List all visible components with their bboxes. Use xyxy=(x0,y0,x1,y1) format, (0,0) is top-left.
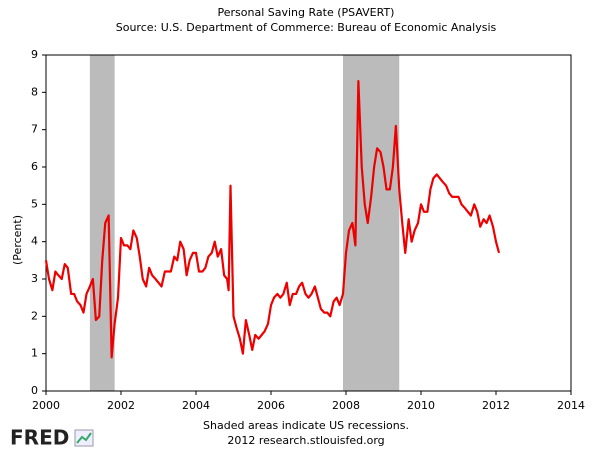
y-tick-label: 1 xyxy=(31,347,38,360)
y-tick-label: 6 xyxy=(31,160,38,173)
plot-frame xyxy=(45,54,572,392)
x-tick-label: 2006 xyxy=(257,399,285,412)
x-tick-label: 2004 xyxy=(182,399,210,412)
x-tick-label: 2000 xyxy=(32,399,60,412)
y-tick-label: 2 xyxy=(31,309,38,322)
y-axis-label: (Percent) xyxy=(11,215,24,265)
y-tick-label: 3 xyxy=(31,272,38,285)
y-tick-label: 5 xyxy=(31,197,38,210)
y-tick-label: 8 xyxy=(31,85,38,98)
logo: FRED xyxy=(10,426,69,450)
note: Shaded areas indicate US recessions. xyxy=(203,419,409,432)
y-tick-label: 4 xyxy=(31,235,38,248)
y-tick-label: 0 xyxy=(31,384,38,397)
x-tick-label: 2010 xyxy=(407,399,435,412)
y-tick-label: 7 xyxy=(31,123,38,136)
x-tick-label: 2012 xyxy=(482,399,510,412)
x-tick-label: 2014 xyxy=(557,399,585,412)
plot-background xyxy=(46,55,571,391)
x-tick-label: 2002 xyxy=(107,399,135,412)
y-tick-label: 9 xyxy=(31,48,38,61)
logo-icon xyxy=(74,429,94,447)
chart-subtitle: Source: U.S. Department of Commerce: Bur… xyxy=(116,21,497,34)
chart-title: Personal Saving Rate (PSAVERT) xyxy=(218,6,395,19)
source: 2012 research.stlouisfed.org xyxy=(227,434,384,447)
data-line xyxy=(44,80,501,359)
x-tick-label: 2008 xyxy=(332,399,360,412)
